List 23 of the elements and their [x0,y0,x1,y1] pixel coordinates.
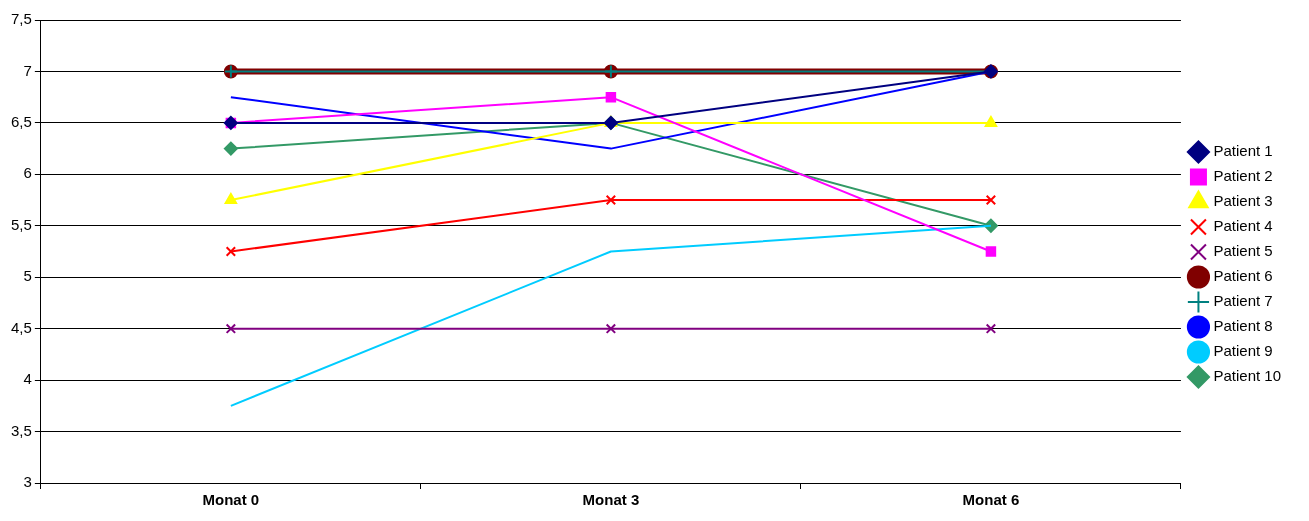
y-tick-label: 4 [23,370,32,388]
y-tick-label: 7 [23,61,32,79]
y-tick-label: 6 [23,164,32,182]
legend-label: Patient 9 [1213,342,1273,360]
x-tick-label: Monat 3 [582,491,640,509]
y-tick-label: 7,5 [10,10,32,28]
y-tick-label: 6,5 [10,113,32,131]
legend-label: Patient 4 [1213,217,1273,235]
y-tick-label: 5 [23,267,32,285]
legend-label: Patient 1 [1213,142,1273,160]
legend-label: Patient 6 [1213,267,1273,285]
legend-label: Patient 8 [1213,317,1273,335]
legend-label: Patient 5 [1213,242,1273,260]
y-tick-label: 3 [23,473,32,491]
legend-label: Patient 2 [1213,167,1273,185]
legend-label: Patient 3 [1213,192,1273,210]
y-tick-label: 5,5 [10,215,32,233]
legend-label: Patient 7 [1213,292,1273,310]
x-tick-label: Monat 0 [202,491,260,509]
legend-label: Patient 10 [1213,367,1282,385]
y-tick-label: 4,5 [10,318,32,336]
x-tick-label: Monat 6 [962,491,1020,509]
y-tick-label: 3,5 [10,421,32,439]
